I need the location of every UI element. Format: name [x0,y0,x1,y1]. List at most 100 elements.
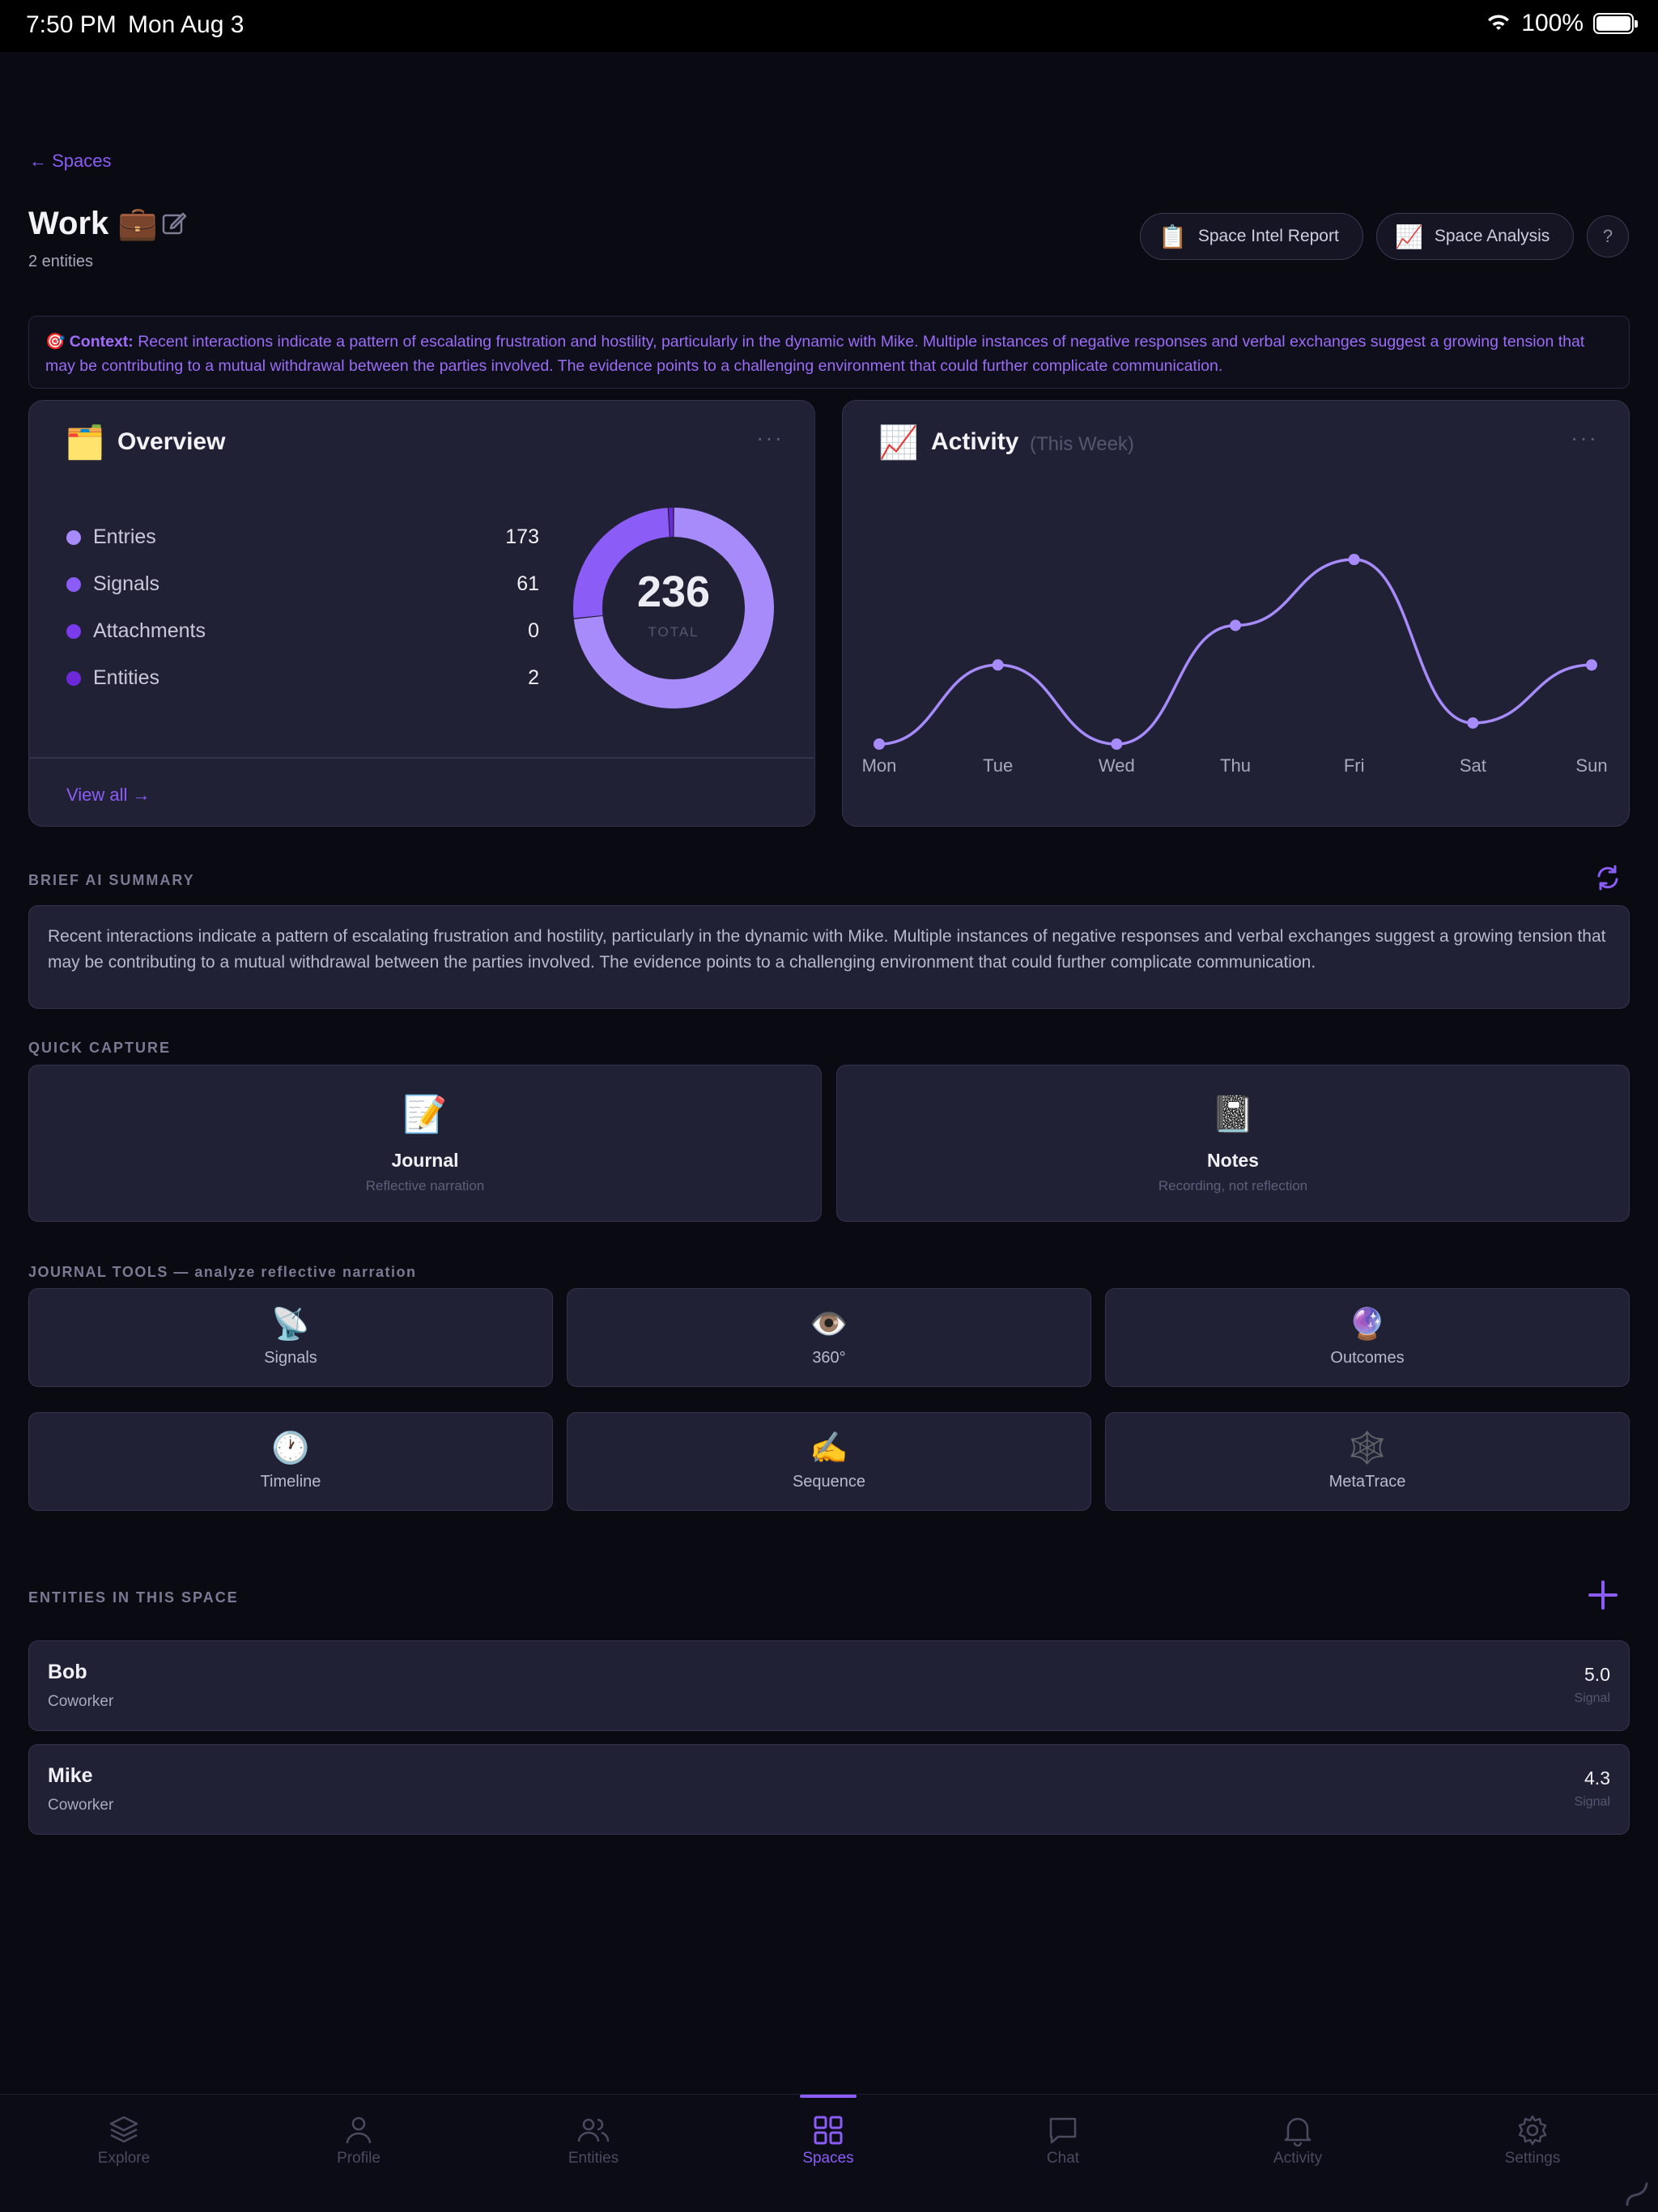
battery-percent: 100% [1521,10,1584,36]
tab-explore-label: Explore [97,2150,151,2167]
legend-dot-entries [66,530,81,545]
tab-spaces[interactable]: Spaces [747,2095,909,2176]
file-box-icon: 🗂️ [65,425,105,461]
tool-timeline-label: Timeline [260,1473,321,1491]
legend-dot-entities [66,671,81,686]
space-intel-report-button[interactable]: 📋 Space Intel Report [1140,213,1363,260]
bell-icon [1284,2117,1312,2147]
legend-value-signals: 61 [517,572,539,595]
eye-icon: 👁️ [810,1308,848,1342]
entity-count: 2 entities [28,253,94,270]
activity-x-tick-sun: Sun [1575,755,1607,776]
crystal-ball-icon: 🔮 [1348,1308,1387,1342]
tab-settings[interactable]: Settings [1452,2095,1613,2176]
donut-total-label: TOTAL [648,624,699,640]
resize-handle-icon[interactable] [1622,2179,1652,2208]
journal-subtitle: Reflective narration [365,1178,485,1193]
satellite-antenna-icon: 📡 [271,1308,310,1342]
donut-total-value: 236 [636,568,711,616]
donut-segment-signals [573,508,670,619]
status-date: Mon Aug 3 [128,11,244,38]
tab-spaces-label: Spaces [802,2150,854,2167]
journal-title: Journal [391,1150,459,1171]
battery-icon [1593,13,1638,34]
activity-point-wed [1111,738,1123,750]
tab-profile-label: Profile [337,2150,380,2167]
help-icon: ? [1602,226,1613,246]
entity-name: Mike [48,1764,93,1787]
activity-period: (This Week) [1030,433,1134,455]
tab-entities[interactable]: Entities [512,2095,674,2176]
tool-metatrace-card[interactable]: 🕸️ MetaTrace [1105,1412,1630,1511]
add-entity-button[interactable] [1587,1579,1619,1611]
tool-360-card[interactable]: 👁️ 360° [567,1288,1091,1387]
chat-icon [1049,2117,1077,2144]
activity-title: Activity [931,428,1019,455]
entity-role: Coworker [48,1693,114,1710]
overview-more-button[interactable]: ··· [756,425,784,450]
tool-signals-label: Signals [264,1349,317,1367]
person-icon [346,2116,372,2144]
journal-tools-section-label: JOURNAL TOOLS — analyze reflective narra… [28,1264,417,1280]
notes-title: Notes [1207,1150,1259,1171]
entity-name: Bob [48,1661,87,1683]
activity-more-button[interactable]: ··· [1571,425,1598,450]
clock-icon: 🕐 [271,1431,310,1465]
ai-summary-box: Recent interactions indicate a pattern o… [28,905,1630,1009]
overview-card: 🗂️ Overview ··· Entries 173 Signals 61 A… [28,400,815,827]
context-text: Recent interactions indicate a pattern o… [45,333,1585,375]
legend-dot-signals [66,577,81,592]
activity-x-tick-tue: Tue [983,755,1013,776]
activity-card: 📈 Activity (This Week) ··· Mon Tue Wed Thu F… [842,400,1630,827]
activity-point-sun [1586,659,1597,671]
entity-signal-score: 4.3 [1584,1767,1610,1789]
target-icon: 🎯 [45,333,66,351]
view-all-link[interactable]: View all → [66,785,151,805]
activity-x-tick-mon: Mon [862,755,897,776]
activity-x-tick-thu: Thu [1220,755,1251,776]
activity-point-fri [1348,554,1360,565]
activity-point-tue [992,659,1004,671]
notebook-icon: 📓 [1210,1095,1256,1134]
overview-title: Overview [117,428,226,455]
space-analysis-button[interactable]: 📈 Space Analysis [1376,213,1574,260]
tab-explore[interactable]: Explore [43,2095,205,2176]
entity-signal-label: Signal [1574,1691,1610,1705]
layers-icon [109,2116,138,2143]
tool-sequence-card[interactable]: ✍️ Sequence [567,1412,1091,1511]
page-title: Work 💼 [28,206,159,241]
tab-profile[interactable]: Profile [278,2095,440,2176]
chart-increasing-icon: 📈 [1395,223,1423,249]
activity-point-thu [1230,619,1241,632]
legend-label-attachments: Attachments [93,619,206,642]
journal-capture-card[interactable]: 📝 Journal Reflective narration [28,1065,822,1222]
tool-timeline-card[interactable]: 🕐 Timeline [28,1412,553,1511]
legend-label-signals: Signals [93,572,159,595]
writing-hand-icon: ✍️ [810,1431,848,1465]
tool-metatrace-label: MetaTrace [1329,1473,1406,1491]
edit-icon[interactable] [160,209,188,236]
tool-outcomes-label: Outcomes [1330,1349,1405,1367]
entity-row-mike[interactable]: Mike Coworker 4.3 Signal [28,1744,1630,1835]
tab-settings-label: Settings [1504,2150,1561,2167]
tab-activity[interactable]: Activity [1217,2095,1379,2176]
notes-capture-card[interactable]: 📓 Notes Recording, not reflection [836,1065,1630,1222]
context-label: Context: [69,333,134,351]
tool-sequence-label: Sequence [792,1473,866,1491]
donut-segment-entities [669,508,674,538]
tool-outcomes-card[interactable]: 🔮 Outcomes [1105,1288,1630,1387]
refresh-icon[interactable] [1593,863,1622,892]
activity-series-line [878,558,1592,746]
activity-x-tick-sat: Sat [1460,755,1486,776]
tool-signals-card[interactable]: 📡 Signals [28,1288,553,1387]
summary-section-label: BRIEF AI SUMMARY [28,872,195,888]
status-time: 7:50 PM [26,11,117,38]
help-button[interactable]: ? [1587,215,1629,257]
memo-icon: 📝 [402,1095,448,1134]
back-to-spaces-link[interactable]: ← Spaces [29,151,112,171]
people-icon [577,2118,610,2142]
context-banner: 🎯 Context: Recent interactions indicate … [28,316,1630,389]
tab-chat[interactable]: Chat [982,2095,1144,2176]
entity-row-bob[interactable]: Bob Coworker 5.0 Signal [28,1640,1630,1731]
entities-section-label: ENTITIES IN THIS SPACE [28,1589,239,1606]
